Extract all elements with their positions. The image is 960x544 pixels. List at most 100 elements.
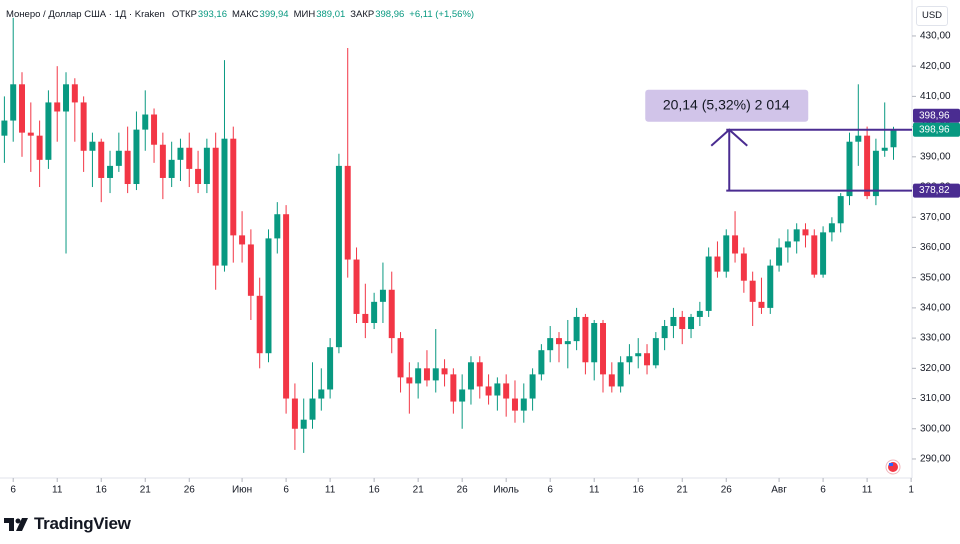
candle (723, 229, 730, 278)
candle-body (696, 310, 703, 317)
candle (300, 398, 307, 453)
candle-body (846, 141, 853, 197)
x-tick-label: 26 (184, 485, 196, 496)
candle-body (318, 389, 325, 399)
candle-body (476, 362, 483, 387)
x-tick-label: 21 (140, 485, 152, 496)
currency[interactable]: USD (916, 6, 948, 26)
candle-body (635, 353, 642, 357)
candle (644, 344, 651, 375)
candle-body (767, 265, 774, 308)
candle (820, 226, 827, 278)
candle-body (89, 141, 96, 151)
candle-body (212, 147, 219, 266)
candle (195, 150, 202, 194)
candle-body (881, 147, 888, 151)
candle-body (256, 295, 263, 354)
field-label: ЗАКР (350, 9, 375, 20)
candle (802, 223, 809, 248)
candle-body (547, 338, 554, 351)
candle (846, 132, 853, 206)
candle-body (133, 129, 140, 185)
candle (406, 362, 413, 414)
candle (617, 356, 624, 393)
candle (54, 66, 61, 142)
candle (564, 319, 571, 369)
candle-body (397, 338, 404, 378)
candle (705, 247, 712, 317)
candle-body (80, 102, 87, 151)
candle-body (415, 368, 422, 384)
candle (107, 150, 114, 194)
measure-to-label-bg (913, 108, 960, 123)
x-tick-label: 21 (677, 485, 689, 496)
measure-from-label: 378,82 (919, 185, 950, 196)
candle-body (54, 102, 61, 112)
y-tick-label: 350,00 (920, 272, 951, 283)
candle (626, 344, 633, 375)
candle (573, 307, 580, 351)
candle (837, 193, 844, 233)
candle (283, 205, 290, 414)
candle-body (828, 223, 835, 233)
candle-body (177, 147, 184, 160)
candle (265, 229, 272, 363)
candle-body (327, 347, 334, 390)
candle (230, 126, 237, 263)
candle (582, 313, 589, 375)
candle (124, 126, 131, 194)
candle-body (714, 256, 721, 272)
y-tick-label: 360,00 (920, 242, 951, 253)
candle (547, 326, 554, 363)
candle (274, 202, 281, 254)
last-price-label: 398,96 (919, 124, 950, 135)
candle-body (890, 129, 897, 148)
x-tick-label: 6 (820, 485, 826, 496)
candle (379, 262, 386, 323)
candle-body (802, 229, 809, 236)
candle (344, 48, 351, 278)
candle-body (168, 159, 175, 178)
candle-body (688, 316, 695, 330)
candle (591, 319, 598, 381)
y-tick-label: 430,00 (920, 31, 951, 42)
candle-body (670, 316, 677, 327)
candle (98, 138, 105, 203)
candle-body (705, 256, 712, 311)
candle-body (27, 132, 34, 136)
candle (203, 138, 210, 194)
candle-body (10, 84, 17, 121)
candle (80, 96, 87, 172)
candle-body (423, 368, 430, 381)
field-value: 398,96 (375, 9, 405, 20)
candle (714, 241, 721, 278)
last-price-label-bg (913, 122, 960, 137)
candle-body (344, 165, 351, 260)
field-value: 393,16 (197, 9, 227, 20)
field-value: 389,01 (316, 9, 346, 20)
candle-body (195, 168, 202, 185)
candle-body (511, 398, 518, 411)
candle-body (362, 313, 369, 323)
x-tick-label: 11 (862, 485, 873, 496)
y-tick-label: 370,00 (920, 212, 951, 223)
candle-body (679, 316, 686, 330)
candle-body (291, 398, 298, 429)
candle-body (274, 214, 281, 239)
candle (177, 138, 184, 181)
candle (1, 96, 8, 163)
candle (740, 247, 747, 293)
candle-body (591, 322, 598, 363)
candle (784, 229, 791, 263)
candle-body (142, 114, 149, 130)
candle (212, 132, 219, 290)
candle-body (644, 353, 651, 366)
x-tick-label: Июн (232, 485, 252, 496)
candle-body (758, 301, 765, 308)
candle (115, 132, 122, 172)
candle (485, 374, 492, 405)
candle (388, 271, 395, 354)
candle (397, 332, 404, 393)
candle (291, 383, 298, 450)
